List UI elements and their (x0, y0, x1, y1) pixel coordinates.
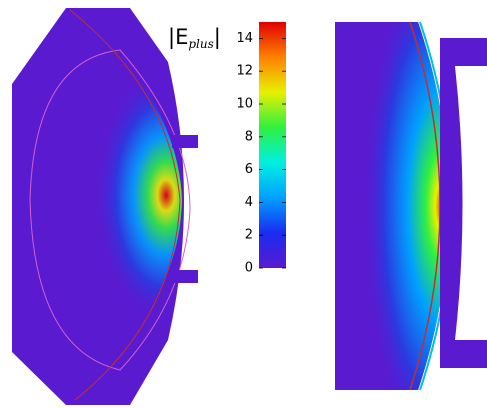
y-tick-label: 8 (245, 129, 253, 144)
page: |Eplus| 02468101214 (() => { const data … (0, 0, 487, 409)
colorbar (259, 22, 286, 268)
left-field-plot (12, 8, 198, 405)
title-part: | (214, 25, 221, 50)
colorbar-title: |Eplus| (168, 25, 221, 51)
y-tick-label: 12 (236, 64, 253, 79)
figure: |Eplus| 0 2 4 6 8 10 12 14 (0, 0, 487, 409)
y-tick-label: 0 (245, 261, 253, 276)
title-subscript: plus (188, 37, 213, 51)
y-tick-label: 2 (245, 228, 253, 243)
y-tick-label: 4 (245, 195, 253, 210)
right-field-plot (335, 22, 487, 390)
y-tick-label: 14 (236, 31, 253, 46)
y-tick-label: 6 (245, 162, 253, 177)
title-part: |E (168, 25, 188, 50)
y-tick-label: 10 (236, 97, 253, 112)
